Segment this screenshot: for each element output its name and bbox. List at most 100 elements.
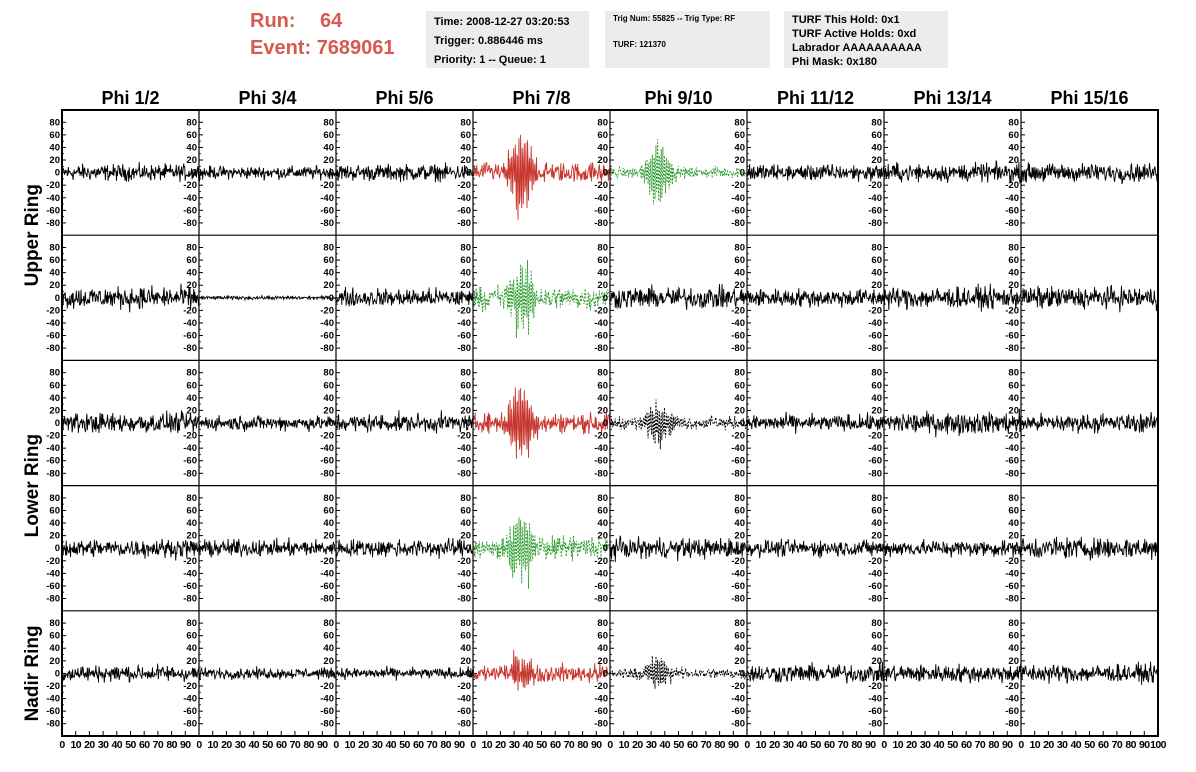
waveform-trace bbox=[472, 649, 611, 691]
y-tick-label: 40 bbox=[1008, 393, 1019, 404]
waveform-trace bbox=[883, 160, 1022, 185]
y-tick-label: 40 bbox=[323, 142, 334, 153]
y-tick-label: -80 bbox=[46, 218, 60, 229]
column-header: Phi 11/12 bbox=[777, 88, 854, 108]
y-tick-label: 20 bbox=[597, 405, 608, 416]
y-tick-label: 80 bbox=[597, 117, 608, 128]
y-tick-label: 60 bbox=[49, 505, 60, 516]
y-tick-label: -80 bbox=[731, 343, 745, 354]
x-tick-label: 40 bbox=[797, 739, 808, 751]
y-tick-label: -20 bbox=[731, 556, 745, 567]
y-tick-label: 40 bbox=[734, 393, 745, 404]
y-tick-label: 80 bbox=[460, 493, 471, 504]
event-label: Event: bbox=[250, 37, 312, 59]
y-tick-label: 20 bbox=[597, 155, 608, 166]
y-tick-label: 60 bbox=[460, 631, 471, 642]
y-tick-label: -60 bbox=[46, 706, 60, 717]
y-tick-label: 20 bbox=[734, 155, 745, 166]
y-tick-label: -40 bbox=[457, 318, 471, 329]
y-tick-label: 40 bbox=[871, 393, 882, 404]
y-tick-label: -80 bbox=[46, 468, 60, 479]
y-tick-label: -80 bbox=[320, 719, 334, 730]
y-tick-label: -80 bbox=[731, 594, 745, 605]
y-tick-label: 20 bbox=[597, 656, 608, 667]
y-tick-label: -20 bbox=[1005, 180, 1019, 191]
x-tick-label: 90 bbox=[454, 739, 465, 751]
x-tick-label: 70 bbox=[564, 739, 575, 751]
y-tick-label: -20 bbox=[457, 305, 471, 316]
y-tick-label: -80 bbox=[868, 468, 882, 479]
y-tick-label: 60 bbox=[186, 130, 197, 141]
y-tick-label: 80 bbox=[186, 493, 197, 504]
y-tick-label: -20 bbox=[46, 556, 60, 567]
y-tick-label: 20 bbox=[323, 280, 334, 291]
y-tick-label: -40 bbox=[183, 318, 197, 329]
x-tick-label: 40 bbox=[112, 739, 123, 751]
x-tick-label: 20 bbox=[1043, 739, 1054, 751]
waveform-trace bbox=[61, 410, 200, 434]
y-tick-label: 80 bbox=[734, 618, 745, 629]
waveform-trace bbox=[198, 294, 337, 302]
y-tick-label: 40 bbox=[186, 518, 197, 529]
y-tick-label: -20 bbox=[731, 431, 745, 442]
waveform-trace bbox=[1020, 536, 1159, 561]
y-tick-label: 0 bbox=[55, 293, 60, 304]
x-tick-label: 20 bbox=[495, 739, 506, 751]
y-tick-label: 0 bbox=[55, 168, 60, 179]
waveform-trace bbox=[609, 655, 748, 689]
x-tick-label: 80 bbox=[166, 739, 177, 751]
y-tick-label: -40 bbox=[731, 318, 745, 329]
y-tick-label: 80 bbox=[597, 618, 608, 629]
labrador-text: Labrador AAAAAAAAAA bbox=[792, 42, 922, 54]
y-tick-label: -20 bbox=[183, 305, 197, 316]
waveform-trace bbox=[335, 537, 474, 559]
y-tick-label: 80 bbox=[871, 242, 882, 253]
y-tick-label: 60 bbox=[1008, 130, 1019, 141]
y-tick-label: 60 bbox=[323, 631, 334, 642]
column-header: Phi 3/4 bbox=[238, 88, 296, 108]
y-tick-label: 80 bbox=[186, 117, 197, 128]
waveform-trace bbox=[883, 538, 1022, 558]
y-tick-label: 40 bbox=[597, 268, 608, 279]
y-tick-label: 0 bbox=[329, 418, 334, 429]
waveform-trace bbox=[1020, 162, 1159, 185]
y-tick-label: -20 bbox=[731, 681, 745, 692]
y-tick-label: 60 bbox=[49, 130, 60, 141]
y-tick-label: 0 bbox=[1014, 168, 1019, 179]
y-tick-label: 0 bbox=[329, 168, 334, 179]
y-tick-label: 60 bbox=[734, 380, 745, 391]
trigger-info-box: Trig Num: 55825 -- Trig Type: RF TURF: 1… bbox=[605, 11, 770, 68]
y-tick-label: 60 bbox=[871, 380, 882, 391]
y-tick-label: 60 bbox=[1008, 505, 1019, 516]
y-tick-label: 0 bbox=[877, 293, 882, 304]
y-tick-label: 60 bbox=[597, 255, 608, 266]
y-tick-label: -80 bbox=[868, 218, 882, 229]
y-tick-label: -20 bbox=[320, 431, 334, 442]
y-tick-label: 60 bbox=[597, 505, 608, 516]
y-tick-label: -20 bbox=[46, 681, 60, 692]
run-event-box: Run: 64 Event: 7689061 bbox=[250, 8, 418, 63]
y-tick-label: -80 bbox=[457, 594, 471, 605]
x-tick-label: 90 bbox=[591, 739, 602, 751]
x-tick-label: 0 bbox=[1018, 739, 1024, 751]
y-tick-label: 0 bbox=[55, 418, 60, 429]
y-tick-label: 80 bbox=[871, 117, 882, 128]
y-tick-label: -60 bbox=[46, 331, 60, 342]
y-tick-label: 20 bbox=[597, 531, 608, 542]
y-tick-label: 20 bbox=[186, 656, 197, 667]
y-tick-label: 60 bbox=[597, 130, 608, 141]
x-tick-label: 10 bbox=[755, 739, 766, 751]
y-tick-label: 40 bbox=[186, 142, 197, 153]
y-tick-label: -80 bbox=[183, 218, 197, 229]
y-tick-label: 0 bbox=[877, 418, 882, 429]
y-tick-label: 80 bbox=[49, 493, 60, 504]
y-tick-label: 80 bbox=[871, 618, 882, 629]
y-tick-label: 0 bbox=[466, 168, 471, 179]
y-tick-label: -80 bbox=[457, 719, 471, 730]
y-tick-label: 60 bbox=[323, 380, 334, 391]
y-tick-label: -40 bbox=[868, 694, 882, 705]
x-tick-label: 10 bbox=[344, 739, 355, 751]
x-tick-label: 80 bbox=[1125, 739, 1136, 751]
x-tick-label: 10 bbox=[892, 739, 903, 751]
y-tick-label: -60 bbox=[46, 205, 60, 216]
